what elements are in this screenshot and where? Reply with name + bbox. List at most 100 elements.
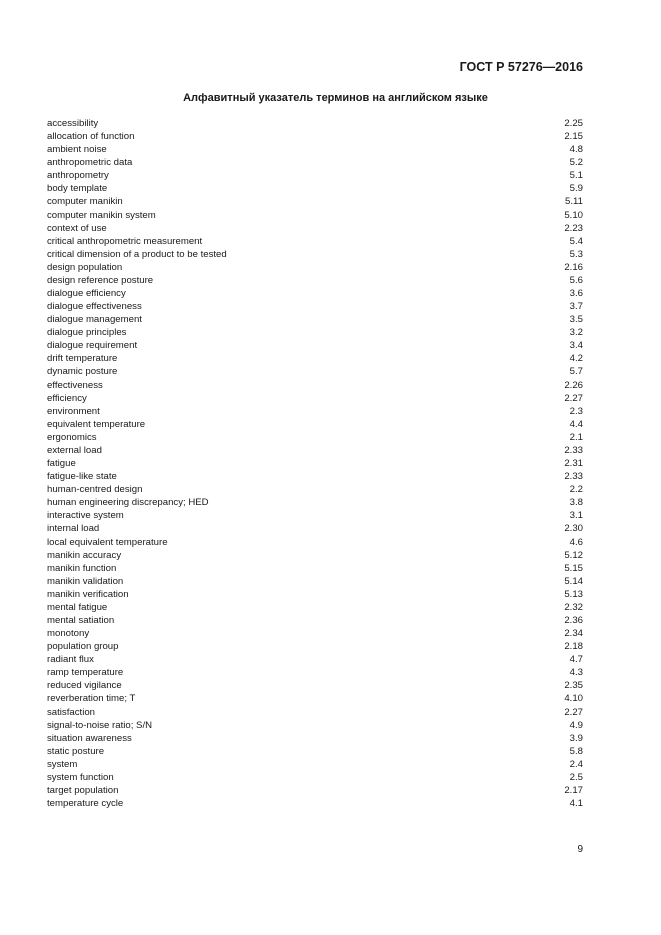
entry-reference: 2.23 (564, 222, 583, 234)
entry-reference: 2.18 (564, 641, 583, 653)
entry-reference: 3.5 (569, 314, 583, 326)
index-entry: body template 5.9 (47, 182, 583, 195)
index-entry: manikin accuracy 5.12 (47, 549, 583, 562)
entry-term: body template (47, 183, 108, 195)
index-entry: satisfaction 2.27 (47, 706, 583, 719)
entry-reference: 4.7 (569, 654, 583, 666)
entry-reference: 3.2 (569, 327, 583, 339)
entry-reference: 4.9 (569, 719, 583, 731)
entry-reference: 2.5 (569, 771, 583, 783)
index-entry: local equivalent temperature 4.6 (47, 536, 583, 549)
entry-term: mental fatigue (47, 601, 108, 613)
entry-term: system (47, 758, 78, 770)
entry-term: computer manikin (47, 196, 123, 208)
entry-reference: 5.2 (569, 157, 583, 169)
entry-term: reverberation time; T (47, 693, 136, 705)
entry-reference: 2.33 (564, 471, 583, 483)
index-entry: design population 2.16 (47, 261, 583, 274)
entry-term: context of use (47, 222, 107, 234)
entry-reference: 2.33 (564, 444, 583, 456)
entry-term: human-centred design (47, 484, 143, 496)
index-entry: reduced vigilance 2.35 (47, 679, 583, 692)
entry-reference: 2.26 (564, 379, 583, 391)
index-entry: dynamic posture 5.7 (47, 365, 583, 378)
entry-term: ambient noise (47, 144, 107, 156)
entry-term: manikin function (47, 562, 117, 574)
entry-term: dynamic posture (47, 366, 118, 378)
index-entry: situation awareness 3.9 (47, 732, 583, 745)
index-entry: mental satiation 2.36 (47, 614, 583, 627)
index-entry: signal-to-noise ratio; S/N 4.9 (47, 719, 583, 732)
entry-reference: 3.9 (569, 732, 583, 744)
entry-term: design reference posture (47, 274, 154, 286)
entry-reference: 5.14 (564, 575, 583, 587)
entry-reference: 2.36 (564, 614, 583, 626)
index-entry: dialogue requirement 3.4 (47, 339, 583, 352)
entry-term: interactive system (47, 510, 124, 522)
entry-reference: 2.30 (564, 523, 583, 535)
entry-reference: 2.27 (564, 706, 583, 718)
entry-term: internal load (47, 523, 100, 535)
entry-reference: 2.34 (564, 628, 583, 640)
index-entry: system 2.4 (47, 758, 583, 771)
entry-reference: 2.27 (564, 392, 583, 404)
entry-term: local equivalent temperature (47, 536, 168, 548)
index-entry: ergonomics 2.1 (47, 431, 583, 444)
entry-reference: 5.13 (564, 588, 583, 600)
entry-reference: 2.15 (564, 131, 583, 143)
entry-term: efficiency (47, 392, 87, 404)
entry-term: drift temperature (47, 353, 118, 365)
entry-term: ramp temperature (47, 667, 124, 679)
entry-term: manikin verification (47, 588, 129, 600)
index-entry: interactive system 3.1 (47, 509, 583, 522)
entry-term: effectiveness (47, 379, 103, 391)
index-entry: radiant flux 4.7 (47, 653, 583, 666)
entry-term: anthropometric data (47, 157, 133, 169)
entry-reference: 5.9 (569, 183, 583, 195)
entry-reference: 2.16 (564, 261, 583, 273)
index-entry: equivalent temperature 4.4 (47, 418, 583, 431)
index-entry: system function 2.5 (47, 771, 583, 784)
entry-term: fatigue-like state (47, 471, 117, 483)
entry-term: environment (47, 405, 100, 417)
index-entry: dialogue efficiency 3.6 (47, 287, 583, 300)
entry-term: fatigue (47, 458, 76, 470)
entry-term: critical dimension of a product to be te… (47, 248, 227, 260)
index-entry: manikin validation 5.14 (47, 575, 583, 588)
entry-term: manikin validation (47, 575, 124, 587)
entry-term: static posture (47, 745, 105, 757)
entry-term: human engineering discrepancy; HED (47, 497, 209, 509)
index-entry: effectiveness 2.26 (47, 379, 583, 392)
entry-term: design population (47, 261, 123, 273)
entry-reference: 4.1 (569, 798, 583, 810)
index-entry: efficiency 2.27 (47, 392, 583, 405)
entry-reference: 3.1 (569, 510, 583, 522)
index-entry: target population 2.17 (47, 784, 583, 797)
index-entry: context of use 2.23 (47, 222, 583, 235)
entry-term: radiant flux (47, 654, 94, 666)
entry-term: population group (47, 641, 119, 653)
entry-term: dialogue effectiveness (47, 301, 142, 313)
entry-term: dialogue requirement (47, 340, 138, 352)
entry-term: dialogue efficiency (47, 288, 126, 300)
index-entry: external load 2.33 (47, 444, 583, 457)
index-entry: ambient noise 4.8 (47, 143, 583, 156)
entry-reference: 4.8 (569, 144, 583, 156)
entry-reference: 2.2 (569, 484, 583, 496)
entry-reference: 4.10 (564, 693, 583, 705)
entry-term: mental satiation (47, 614, 115, 626)
entry-term: accessibility (47, 118, 99, 129)
index-entry: dialogue management 3.5 (47, 313, 583, 326)
entry-reference: 5.6 (569, 274, 583, 286)
entry-reference: 2.3 (569, 405, 583, 417)
index-entry: environment 2.3 (47, 405, 583, 418)
entry-reference: 5.12 (564, 549, 583, 561)
entry-reference: 3.4 (569, 340, 583, 352)
index-entry: static posture 5.8 (47, 745, 583, 758)
index-entry: dialogue effectiveness 3.7 (47, 300, 583, 313)
index-entry: fatigue-like state 2.33 (47, 470, 583, 483)
entry-reference: 2.32 (564, 601, 583, 613)
index-entry: population group 2.18 (47, 640, 583, 653)
page-number: 9 (577, 844, 583, 855)
entry-reference: 2.31 (564, 458, 583, 470)
